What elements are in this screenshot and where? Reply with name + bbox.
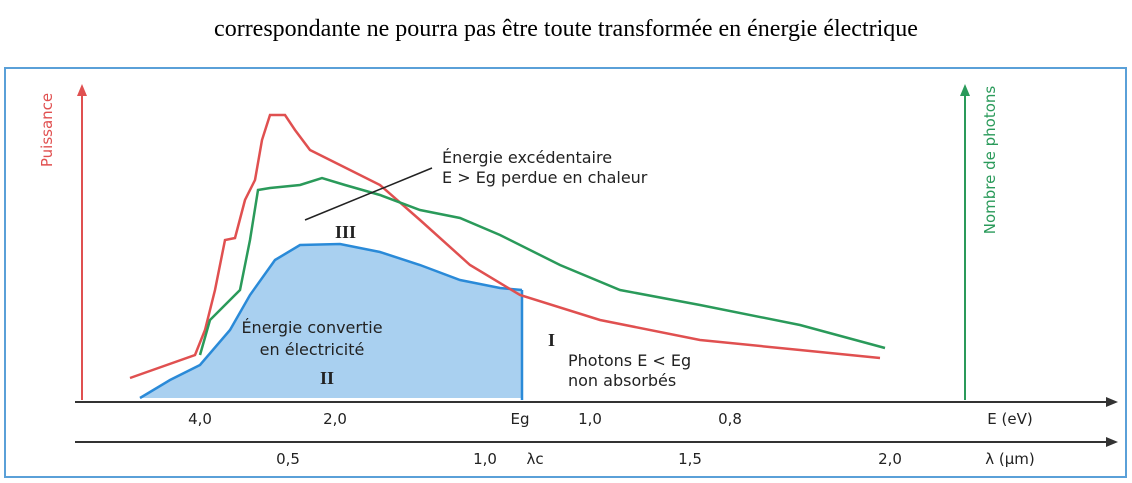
tick-label: 0,8 bbox=[718, 410, 742, 428]
tick-label: 4,0 bbox=[188, 410, 212, 428]
annotation: Énergie convertie bbox=[241, 318, 382, 337]
tick-label: 1,0 bbox=[578, 410, 602, 428]
region-label: II bbox=[320, 368, 334, 388]
tick-label: 2,0 bbox=[323, 410, 347, 428]
tick-label: λc bbox=[526, 450, 543, 468]
wavelength-arrow bbox=[1106, 437, 1118, 447]
axis-label: E (eV) bbox=[987, 410, 1032, 428]
annotation: non absorbés bbox=[568, 371, 676, 390]
tick-label: 1,5 bbox=[678, 450, 702, 468]
left-axis-label: Puissance bbox=[38, 93, 56, 167]
annotation: E > Eg perdue en chaleur bbox=[442, 168, 648, 187]
left-arrow bbox=[77, 84, 87, 96]
right-axis-label: Nombre de photons bbox=[981, 86, 999, 235]
tick-label: Eg bbox=[511, 410, 530, 428]
right-arrow bbox=[960, 84, 970, 96]
photon-curve bbox=[198, 176, 886, 356]
region-label: I bbox=[548, 330, 555, 350]
converted-area bbox=[140, 244, 522, 398]
annotation: Photons E < Eg bbox=[568, 351, 691, 370]
power-curve bbox=[129, 113, 881, 380]
tick-label: 2,0 bbox=[878, 450, 902, 468]
tick-label: 0,5 bbox=[276, 450, 300, 468]
axis-label: λ (μm) bbox=[985, 450, 1035, 468]
tick-label: 1,0 bbox=[473, 450, 497, 468]
converted-curve bbox=[139, 242, 523, 400]
annotation: en électricité bbox=[260, 340, 365, 359]
caption: correspondante ne pourra pas être toute … bbox=[214, 16, 918, 42]
figure-frame bbox=[4, 67, 1127, 478]
energy-arrow bbox=[1106, 397, 1118, 407]
region-label: III bbox=[335, 222, 356, 242]
annotation-line bbox=[304, 167, 433, 221]
annotation: Énergie excédentaire bbox=[442, 148, 612, 167]
